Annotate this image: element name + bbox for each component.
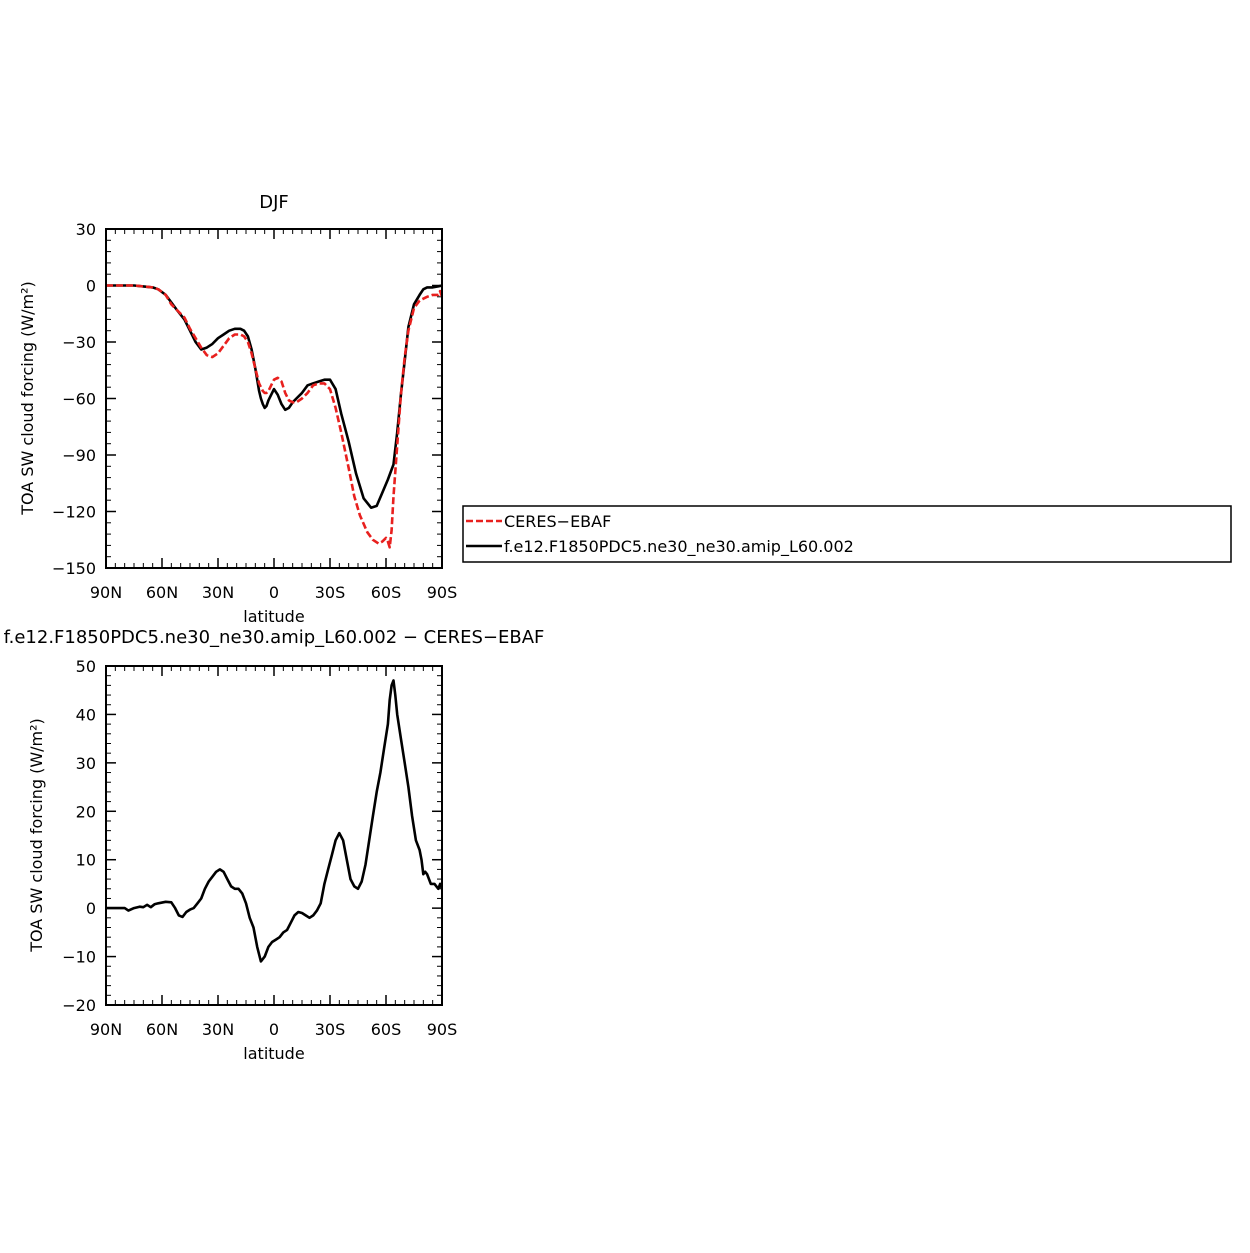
series-ceres-ebaf-line <box>106 284 442 509</box>
panel-difference-xtick-labels: 90N 60N 30N 0 30S 60S 90S <box>90 1020 457 1039</box>
xtick-label: 30N <box>202 1020 234 1039</box>
ytick-label: −150 <box>52 559 96 578</box>
ytick-label: 0 <box>86 277 96 296</box>
panel-djf-ylabel: TOA SW cloud forcing (W/m²) <box>18 281 37 516</box>
panel-difference-title: f.e12.F1850PDC5.ne30_ne30.amip_L60.002 −… <box>4 627 545 648</box>
series-ceres-ebaf-dashed-line <box>106 284 442 549</box>
xtick-label: 0 <box>269 583 279 602</box>
xtick-label: 30S <box>315 583 346 602</box>
legend-label-model: f.e12.F1850PDC5.ne30_ne30.amip_L60.002 <box>504 537 854 557</box>
xtick-label: 90N <box>90 583 122 602</box>
legend-label-ceres-ebaf: CERES−EBAF <box>504 512 611 531</box>
panel-djf-ytick-labels: 30 0 −30 −60 −90 −120 −150 <box>52 220 96 578</box>
panel-djf-title: DJF <box>259 192 289 213</box>
legend-box <box>462 505 1232 563</box>
xtick-label: 60N <box>146 583 178 602</box>
panel-difference-frame <box>105 665 443 1006</box>
ytick-label: 30 <box>76 220 96 239</box>
panel-difference-ticks <box>105 665 443 1006</box>
xtick-label: 60S <box>371 1020 402 1039</box>
panel-djf-xtick-labels: 90N 60N 30N 0 30S 60S 90S <box>90 583 457 602</box>
panel-difference: f.e12.F1850PDC5.ne30_ne30.amip_L60.002 −… <box>4 627 545 1063</box>
xtick-label: 30N <box>202 583 234 602</box>
panel-difference-ylabel: TOA SW cloud forcing (W/m²) <box>27 718 46 953</box>
panel-djf: DJF 30 0 −30 −60 −90 −120 −150 90N 60N 30N 0 30S 60… <box>18 192 457 626</box>
xtick-label: 60S <box>371 583 402 602</box>
ytick-label: 0 <box>86 899 96 918</box>
ytick-label: 10 <box>76 851 96 870</box>
ytick-label: 40 <box>76 705 96 724</box>
xtick-label: 30S <box>315 1020 346 1039</box>
ytick-label: −60 <box>62 390 96 409</box>
series-difference-line <box>106 679 442 963</box>
ytick-label: −90 <box>62 446 96 465</box>
xtick-label: 90S <box>427 1020 458 1039</box>
ytick-label: −10 <box>62 948 96 967</box>
panel-difference-xlabel: latitude <box>243 1044 304 1063</box>
xtick-label: 90N <box>90 1020 122 1039</box>
xtick-label: 0 <box>269 1020 279 1039</box>
ytick-label: −30 <box>62 333 96 352</box>
ytick-label: 30 <box>76 754 96 773</box>
panel-difference-ytick-labels: 50 40 30 20 10 0 −10 −20 <box>62 657 96 1015</box>
ytick-label: 50 <box>76 657 96 676</box>
xtick-label: 60N <box>146 1020 178 1039</box>
panel-djf-frame <box>105 228 443 569</box>
panel-djf-xlabel: latitude <box>243 607 304 626</box>
xtick-label: 90S <box>427 583 458 602</box>
ytick-label: −120 <box>52 503 96 522</box>
legend: CERES−EBAF f.e12.F1850PDC5.ne30_ne30.ami… <box>462 505 1232 563</box>
ytick-label: 20 <box>76 802 96 821</box>
ytick-label: −20 <box>62 996 96 1015</box>
